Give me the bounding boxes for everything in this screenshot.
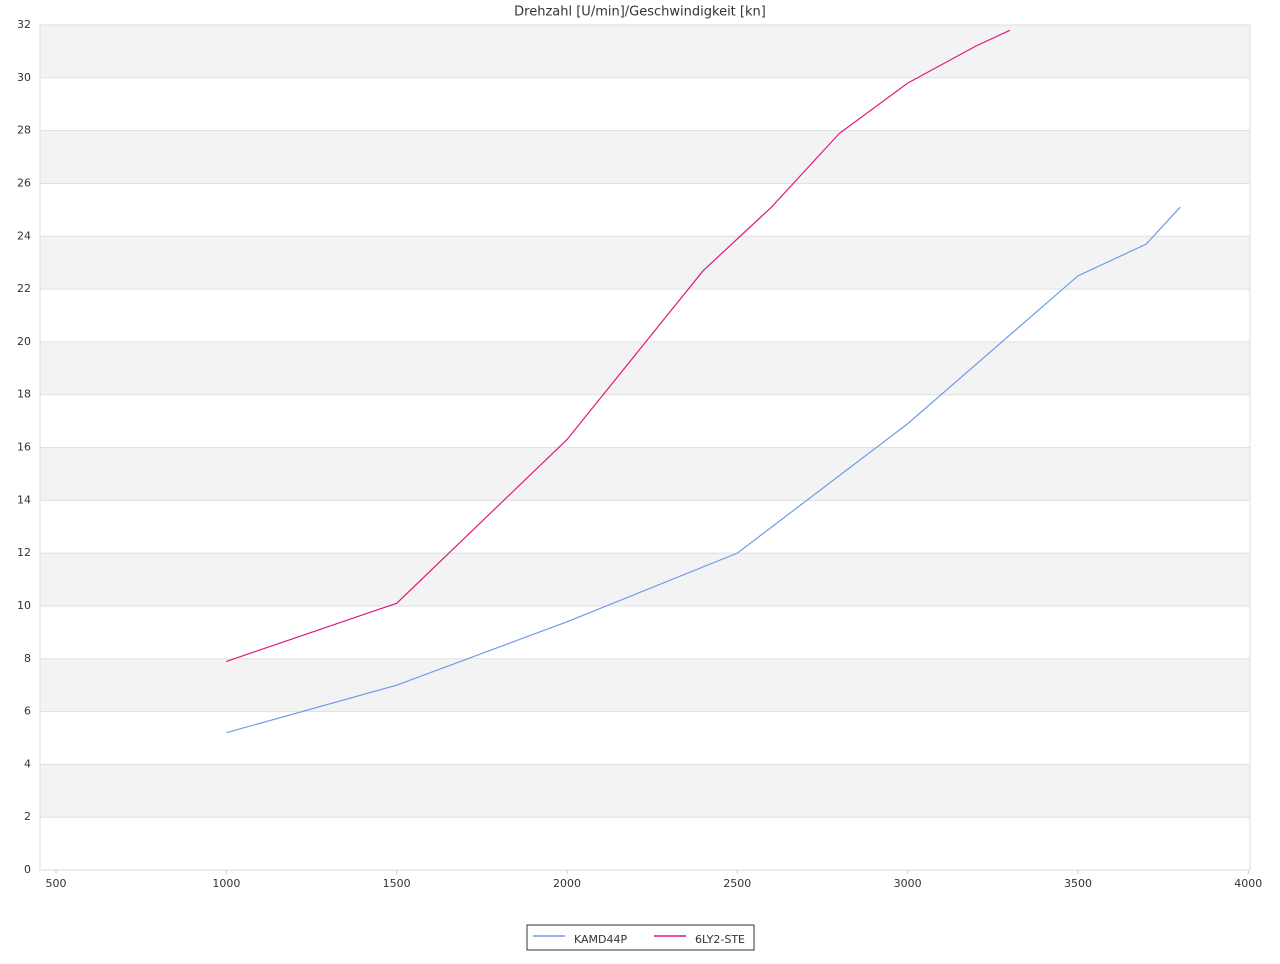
y-tick-label: 14 xyxy=(17,493,31,506)
y-tick-label: 22 xyxy=(17,282,31,295)
y-tick-label: 10 xyxy=(17,599,31,612)
x-tick-label: 2000 xyxy=(553,877,581,890)
grid-band xyxy=(40,236,1250,290)
chart-title: Drehzahl [U/min]/Geschwindigkeit [kn] xyxy=(514,5,766,20)
grid-band xyxy=(40,764,1250,818)
grid-band xyxy=(40,130,1250,184)
y-tick-label: 6 xyxy=(24,705,31,718)
x-tick-label: 2500 xyxy=(723,877,751,890)
x-tick-label: 500 xyxy=(46,877,67,890)
y-tick-label: 24 xyxy=(17,229,31,242)
x-tick-label: 1500 xyxy=(383,877,411,890)
y-tick-label: 0 xyxy=(24,863,31,876)
y-tick-label: 4 xyxy=(24,757,31,770)
y-tick-label: 16 xyxy=(17,441,31,454)
y-tick-label: 8 xyxy=(24,652,31,665)
plot-frame xyxy=(39,24,1251,871)
grid-band xyxy=(40,658,1250,712)
y-tick-label: 18 xyxy=(17,388,31,401)
y-tick-label: 32 xyxy=(17,18,31,31)
grid-band xyxy=(40,341,1250,395)
y-tick-label: 28 xyxy=(17,124,31,137)
series-line xyxy=(226,29,1011,662)
y-tick-label: 20 xyxy=(17,335,31,348)
legend-label: KAMD44P xyxy=(574,933,628,946)
y-tick-label: 12 xyxy=(17,546,31,559)
x-tick-label: 3500 xyxy=(1064,877,1092,890)
grid-band xyxy=(40,447,1250,501)
grid-band xyxy=(40,553,1250,606)
legend-box xyxy=(526,924,755,951)
series-line xyxy=(226,206,1181,734)
legend-label: 6LY2-STE xyxy=(695,933,745,946)
y-tick-label: 26 xyxy=(17,176,31,189)
x-tick-label: 4000 xyxy=(1234,877,1262,890)
grid-band xyxy=(40,25,1250,78)
x-tick-label: 3000 xyxy=(894,877,922,890)
x-tick-label: 1000 xyxy=(212,877,240,890)
y-tick-label: 2 xyxy=(24,810,31,823)
y-tick-label: 30 xyxy=(17,71,31,84)
